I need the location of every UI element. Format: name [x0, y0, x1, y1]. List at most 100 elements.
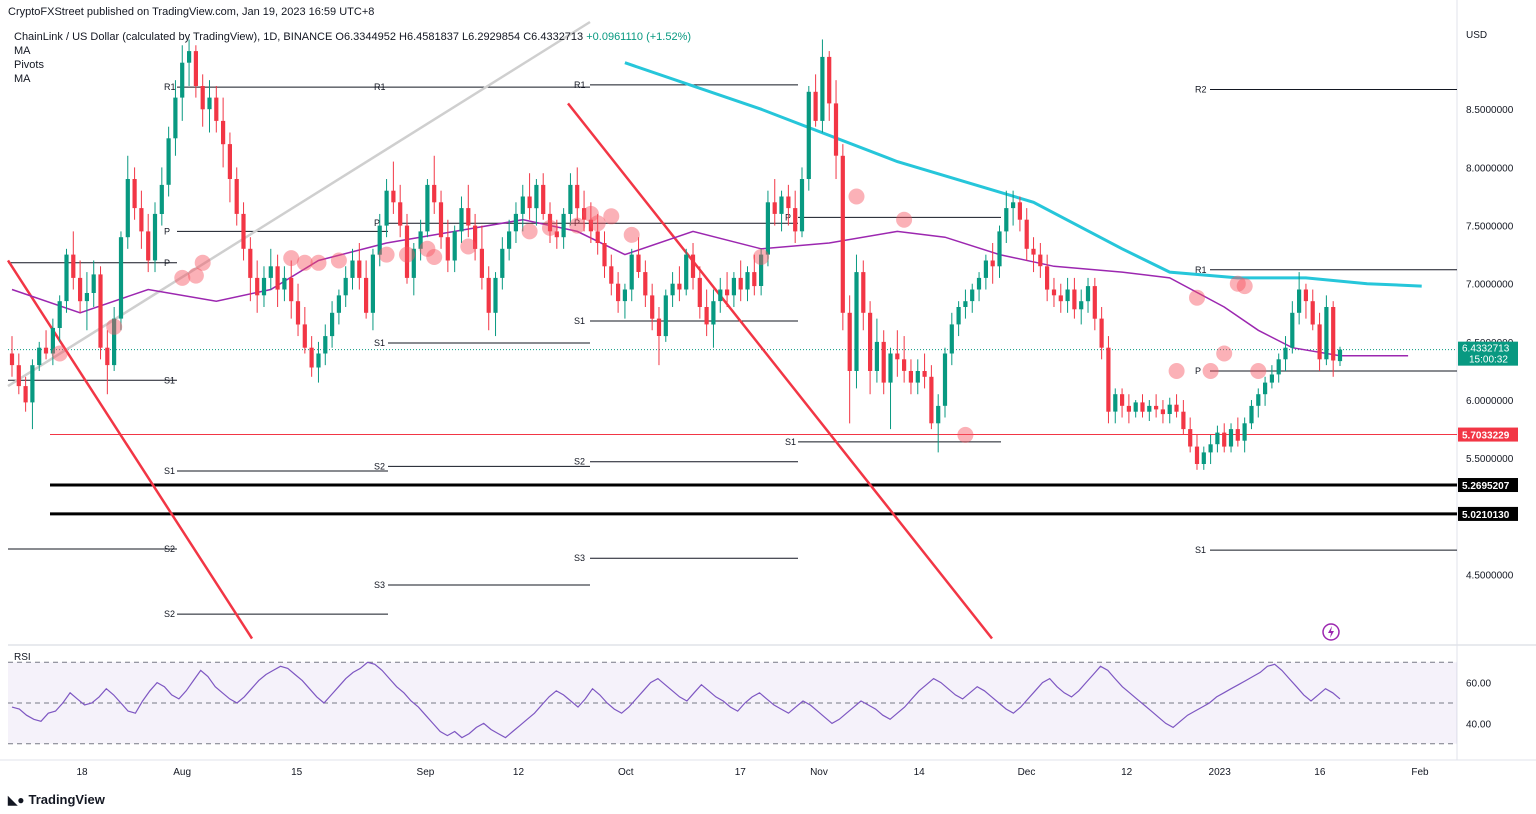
candle-body: [261, 277, 267, 296]
candle-body: [588, 219, 593, 232]
candle-body: [561, 213, 566, 238]
candle-body: [50, 327, 55, 354]
pivot-level-label: P: [164, 258, 170, 268]
candle-body: [813, 91, 818, 121]
tradingview-footer: ◣● TradingView: [8, 792, 105, 807]
highlight-marker: [1236, 278, 1253, 295]
indicator-label-ma-2[interactable]: MA: [14, 73, 31, 85]
highlight-marker: [589, 215, 606, 232]
candle-body: [575, 184, 580, 209]
candle-body: [983, 260, 988, 278]
pivot-level-label: S1: [574, 316, 585, 326]
candle-body: [1222, 432, 1227, 447]
highlight-marker: [1168, 363, 1185, 379]
candle-body: [963, 301, 968, 307]
highlight-marker: [582, 205, 599, 222]
candle-body: [840, 155, 845, 313]
pivot-level-label: P: [1195, 366, 1201, 376]
pivot-level-label: S2: [374, 461, 385, 471]
candle-body: [1290, 312, 1295, 348]
pivot-level-label: S2: [574, 457, 585, 467]
candle-body: [534, 184, 539, 209]
candle-body: [827, 56, 832, 104]
candle-body: [507, 231, 512, 249]
candle-body: [1113, 394, 1118, 412]
candle-body: [43, 347, 49, 354]
candle-body: [636, 254, 641, 272]
candle-body: [854, 272, 859, 371]
price-tick-label: 8.5000000: [1466, 105, 1514, 116]
highlight-marker: [1229, 275, 1246, 292]
candle-body: [1126, 405, 1131, 412]
candle-body: [1072, 289, 1077, 310]
candle-body: [221, 120, 226, 145]
highlight-marker: [283, 250, 300, 267]
candle-body: [159, 184, 164, 214]
candle-body: [187, 51, 192, 63]
candle-body: [1051, 289, 1057, 296]
candle-body: [786, 196, 791, 209]
symbol-name[interactable]: ChainLink / US Dollar (calculated by Tra…: [14, 31, 333, 43]
candle-body: [411, 248, 416, 278]
candle-body: [125, 179, 130, 238]
lightning-event-icon: [1322, 623, 1340, 641]
candle-body: [888, 353, 893, 383]
moving-average-fast: [11, 218, 1409, 357]
time-tick-label: Dec: [1018, 767, 1036, 778]
candle-body: [513, 213, 518, 232]
candle-body: [595, 231, 600, 243]
highlight-marker: [957, 426, 974, 443]
indicator-label-ma-1[interactable]: MA: [14, 45, 31, 57]
candle-body: [527, 196, 532, 209]
candle-body: [806, 91, 811, 179]
candle-body: [139, 208, 144, 232]
candle-body: [1079, 301, 1084, 310]
highlight-marker: [521, 223, 538, 240]
pivot-level-label: S1: [374, 338, 385, 348]
candle-body: [1235, 429, 1240, 441]
level-price-tag: [1458, 478, 1518, 493]
candle-body: [295, 301, 301, 325]
candle-body: [1092, 286, 1097, 319]
candle-body: [343, 277, 348, 296]
price-tick-label: 5.5000000: [1466, 454, 1514, 465]
highlight-marker: [542, 219, 558, 236]
candle-body: [282, 277, 287, 290]
candle-body: [1256, 394, 1261, 406]
indicator-label-pivots[interactable]: Pivots: [14, 59, 44, 71]
candle-body: [922, 371, 927, 377]
price-tick-label: 7.5000000: [1466, 222, 1514, 233]
candle-body: [752, 272, 757, 287]
highlight-marker: [187, 267, 204, 284]
candle-body: [868, 312, 873, 371]
pivot-level-label: R1: [164, 82, 176, 92]
time-tick-label: Sep: [417, 767, 435, 778]
candle-body: [1065, 289, 1070, 302]
highlight-marker: [194, 254, 211, 271]
candle-body: [1331, 307, 1336, 361]
candle-body: [684, 254, 689, 290]
candle-body: [9, 353, 15, 366]
candle-body: [330, 312, 335, 337]
candle-body: [656, 318, 662, 336]
highlight-marker: [1216, 345, 1233, 362]
candle-body: [152, 213, 158, 261]
candle-body: [793, 208, 798, 232]
candle-body: [241, 213, 246, 249]
candle-body: [425, 184, 430, 232]
candle-body: [670, 283, 675, 296]
pivot-level-label: P: [164, 226, 170, 236]
candle-body: [336, 295, 341, 313]
highlight-marker: [426, 249, 443, 265]
candle-body: [745, 272, 750, 290]
candle-body: [1297, 289, 1302, 313]
time-tick-label: 18: [76, 767, 88, 778]
highlight-marker: [51, 345, 68, 362]
lightning-bolt-icon: [1328, 626, 1334, 638]
candle-body: [1208, 444, 1213, 453]
candle-body: [23, 386, 28, 403]
candle-body: [268, 266, 273, 278]
candle-body: [1276, 359, 1281, 375]
candle-body: [895, 353, 900, 360]
